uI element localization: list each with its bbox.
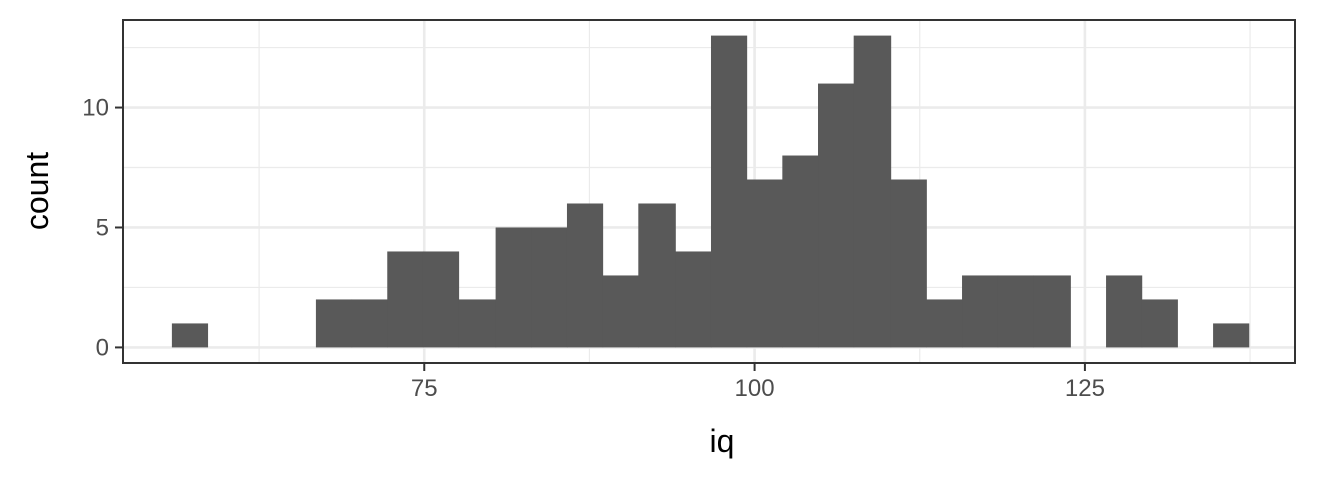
y-tick-label: 10 [82,95,109,122]
histogram-bar [315,299,353,348]
histogram-bar [171,323,209,348]
histogram-bar [1033,275,1071,348]
axes: 75 100 125 0 5 10 [82,95,1105,402]
histogram-bar [746,179,783,348]
histogram-bar [351,299,388,348]
x-tick-label: 125 [1065,375,1105,402]
histogram-bar [853,35,892,348]
histogram-bar [1213,323,1250,348]
histogram-bar [1106,275,1143,348]
histogram-bar [962,275,999,348]
histogram-bar [997,275,1034,348]
histogram-bar [890,179,927,348]
plot-border [122,19,1296,364]
histogram-bar [638,203,676,348]
histogram-bar [782,155,819,348]
x-tick-label: 75 [411,375,438,402]
histogram-bar [387,251,424,348]
histogram-bars [171,35,1250,348]
histogram-bar [926,299,963,348]
histogram-bar [458,299,497,348]
histogram-bar [710,35,748,348]
histogram-bar [566,203,604,348]
histogram-bar [495,227,532,348]
histogram-bar [1141,299,1178,348]
histogram-bar [602,275,639,348]
histogram-bar [531,227,568,348]
x-axis-title: iq [710,423,735,459]
y-axis-title: count [19,152,55,230]
x-tick-label: 100 [735,375,775,402]
histogram-bar [422,251,460,348]
histogram-bar [675,251,712,348]
histogram-bar [818,83,855,348]
y-tick-label: 5 [96,214,109,241]
y-tick-label: 0 [96,334,109,361]
